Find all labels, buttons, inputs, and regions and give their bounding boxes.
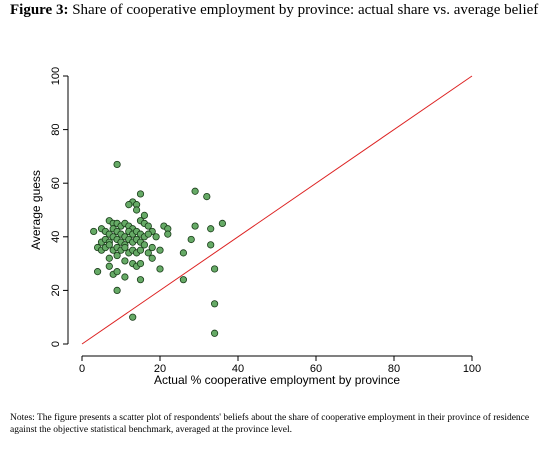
data-point [144,249,152,257]
figure-title: Share of cooperative employment by provi… [72,2,539,18]
data-point [136,190,145,198]
data-point [121,243,129,252]
data-point [179,249,187,257]
reference-line [81,75,473,345]
y-tick-label: 20 [50,284,62,296]
data-point [113,251,121,260]
data-point [218,219,226,227]
figure-notes: Notes: The figure presents a scatter plo… [10,413,530,435]
data-point [211,265,219,273]
data-point [191,222,199,230]
y-tick-label: 40 [50,231,62,243]
data-point [133,206,141,214]
data-point [203,193,211,201]
data-point [148,254,156,262]
data-point [136,246,145,254]
data-point [105,241,113,249]
data-point [211,329,219,337]
data-point [164,230,172,238]
data-point [90,227,98,236]
x-tick-label: 40 [232,363,244,375]
y-tick-label: 80 [50,123,62,135]
data-point [129,313,137,321]
data-point [211,300,219,308]
data-point [125,201,133,209]
y-tick-label: 60 [50,177,62,189]
data-point [187,235,195,244]
data-point [140,241,148,249]
chart-axes: 0 20 40 60 80 100 0 20 40 60 80 100 [50,67,481,375]
data-point [136,260,145,268]
x-tick-label: 20 [154,363,166,375]
chart-svg: 0 20 40 60 80 100 0 20 40 60 80 100 Actual % cooper… [29,67,481,387]
data-point [207,225,215,233]
data-point [156,265,164,273]
data-point [105,254,113,262]
data-point [113,268,121,276]
data-points [90,160,226,337]
y-tick-label: 0 [50,341,62,347]
data-point [148,243,156,252]
data-point [121,273,129,281]
data-point [191,187,199,195]
scatter-chart: 0 20 40 60 80 100 0 20 40 60 80 100 Actual % cooper… [0,60,559,400]
y-axis-label: Average guess [29,170,43,250]
data-point [113,160,121,169]
data-point [94,268,102,276]
y-tick-label: 100 [50,67,62,85]
reference-line-group [81,75,473,345]
data-point [113,286,121,294]
data-point [179,276,187,284]
x-tick-label: 60 [310,363,322,375]
figure-label: Figure 3: [10,2,69,18]
data-point [105,262,113,270]
data-point [136,276,145,284]
data-point [144,222,152,230]
x-tick-label: 0 [79,363,85,375]
figure-caption: Figure 3: Share of cooperative employmen… [10,2,550,19]
x-axis-label: Actual % cooperative employment by provi… [154,373,400,387]
data-point [140,211,148,219]
data-point [207,241,215,249]
x-tick-label: 80 [388,363,400,375]
data-point [156,246,164,254]
x-tick-label: 100 [463,363,481,375]
data-point [144,230,152,238]
data-point [152,233,160,241]
data-point [121,257,129,265]
